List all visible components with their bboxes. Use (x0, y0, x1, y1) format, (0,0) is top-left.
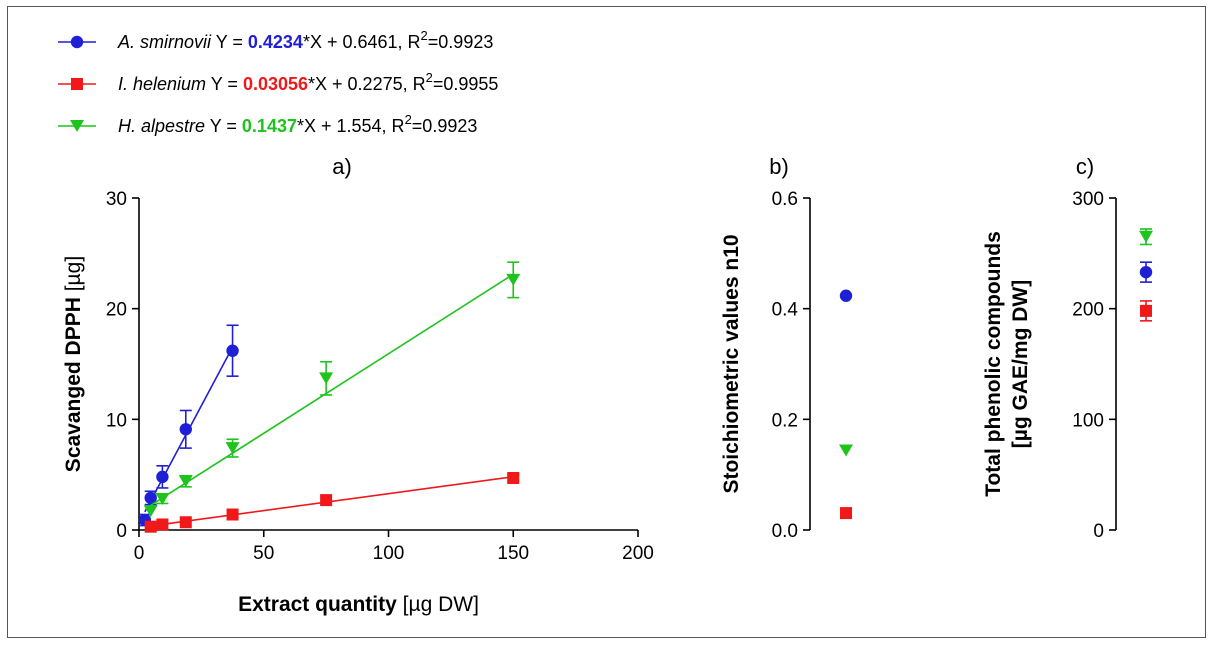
legend-entry-text: H. alpestre Y = 0.1437*X + 1.554, R2=0.9… (118, 112, 477, 136)
x-tick-label: 150 (497, 543, 529, 564)
data-point (179, 516, 192, 529)
panel-a-title: a) (332, 154, 352, 179)
y-axis-label: Total phenolic compounds (982, 231, 1005, 497)
data-point (319, 372, 334, 385)
data-point (144, 491, 157, 505)
data-point (1139, 230, 1153, 243)
y-tick-label: 300 (1072, 189, 1104, 210)
data-point (155, 493, 170, 506)
data-point (320, 494, 333, 507)
x-tick-label: 100 (373, 543, 405, 564)
data-point (156, 470, 169, 484)
panel-a: a) 0 10 20 30 0 50 100 150 200 Extract quantity [µ… (62, 154, 654, 616)
data-point (507, 471, 520, 484)
panel-b-title: b) (769, 154, 789, 179)
panel-c-title: c) (1076, 154, 1094, 179)
data-point (1140, 304, 1152, 317)
data-point (840, 507, 852, 520)
data-point (225, 442, 240, 455)
data-point (144, 520, 157, 533)
legend-marker-square (71, 78, 83, 90)
panel-c: c) 0 100 200 300 Total phenolic compounds [µg … (982, 154, 1153, 542)
y-tick-label: 0 (1093, 521, 1104, 542)
x-axis-label: Extract quantity [µg DW] (238, 593, 479, 616)
data-point (1139, 265, 1153, 279)
y-axis-label: Scavanged DPPH [µg] (62, 256, 85, 472)
y-tick-label: 0.6 (772, 189, 798, 210)
series-triangle-down (143, 261, 521, 518)
legend-marker-circle (70, 35, 84, 49)
series-square (144, 471, 520, 533)
legend-marker-triangle-down (70, 120, 84, 132)
legend-entry-text: A. smirnovii Y = 0.4234*X + 0.6461, R2=0… (117, 28, 493, 52)
series-circle (138, 324, 239, 527)
data-point (226, 508, 239, 521)
y-tick-label: 100 (1072, 410, 1104, 431)
x-tick-label: 0 (134, 543, 145, 564)
y-tick-label: 20 (106, 300, 127, 321)
y-tick-label: 200 (1072, 300, 1104, 321)
y-tick-label: 0.4 (772, 300, 799, 321)
y-tick-label: 0.2 (772, 410, 798, 431)
data-point (839, 289, 853, 302)
y-axis-label: [µg GAE/mg DW] (1009, 280, 1032, 448)
x-tick-label: 200 (622, 543, 654, 564)
data-point (178, 475, 193, 488)
y-tick-label: 0 (116, 521, 127, 542)
data-point (839, 444, 853, 457)
fit-line (150, 273, 514, 507)
figure-frame (7, 6, 1206, 638)
y-tick-label: 30 (106, 189, 127, 210)
data-point (179, 423, 192, 436)
data-point (506, 273, 521, 286)
y-axis-label: Stoichiometric values n10 (720, 234, 743, 493)
x-tick-label: 50 (253, 543, 274, 564)
data-point (143, 505, 158, 518)
y-tick-label: 0.0 (772, 521, 798, 542)
data-point (226, 344, 239, 357)
legend-entry-text: I. helenium Y = 0.03056*X + 0.2275, R2=0… (118, 70, 498, 94)
data-point (156, 518, 169, 531)
y-tick-label: 10 (106, 410, 127, 431)
legend: A. smirnovii Y = 0.4234*X + 0.6461, R2=0… (58, 28, 498, 136)
panel-b: b) 0.0 0.2 0.4 0.6 Stoichiometric values n10 (720, 154, 853, 542)
